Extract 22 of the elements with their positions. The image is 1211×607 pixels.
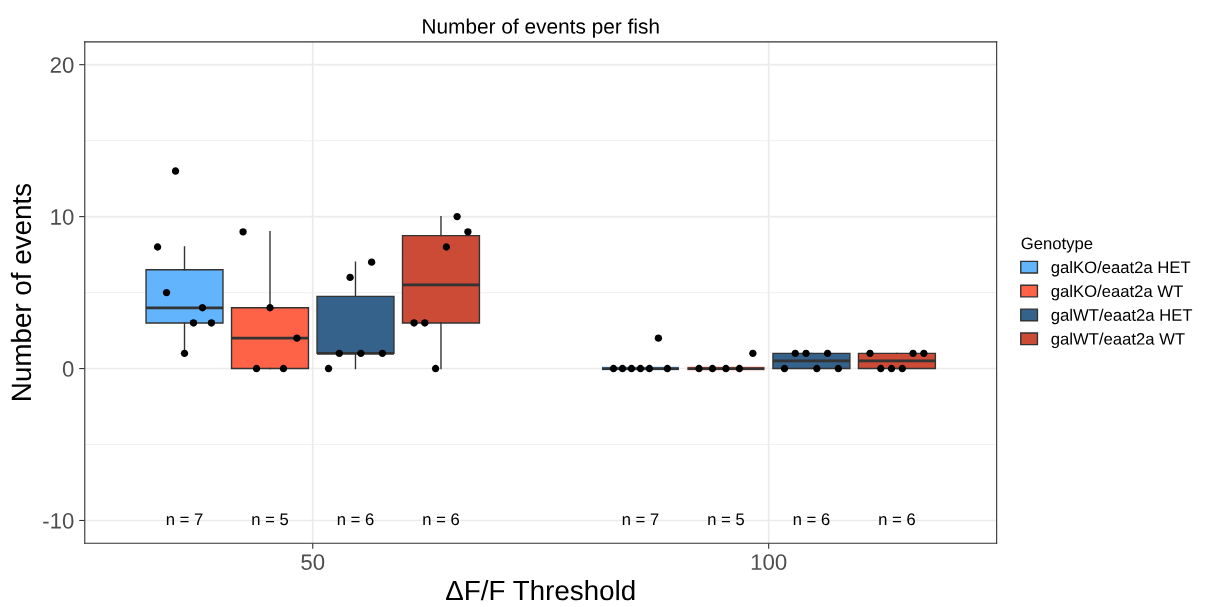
- legend-label: galKO/eaat2a WT: [1051, 284, 1183, 301]
- annotation: n = 6: [879, 513, 915, 526]
- annotation: n = 6: [793, 513, 830, 526]
- annotation: n = 5: [708, 513, 745, 526]
- y-axis-title: Number of events: [10, 183, 32, 400]
- annotation: n = 6: [423, 513, 460, 526]
- annotation: n = 6: [337, 513, 374, 526]
- legend-label: galWT/eaat2a WT: [1051, 332, 1185, 349]
- x-axis-title: ΔF/F Threshold: [446, 579, 635, 601]
- chart-title: Number of events per fish: [423, 18, 659, 38]
- x-tick-label: 100: [751, 554, 787, 570]
- annotation: n = 5: [252, 513, 289, 526]
- annotation: n = 7: [166, 513, 203, 526]
- y-tick-label: 0: [62, 361, 74, 377]
- y-tick-label: -10: [43, 513, 74, 529]
- y-tick-label: 10: [51, 209, 74, 225]
- legend-label: galKO/eaat2a HET: [1051, 260, 1191, 277]
- y-tick-label: 20: [50, 57, 74, 73]
- x-tick-label: 50: [301, 554, 325, 570]
- legend-label: galWT/eaat2a HET: [1051, 308, 1193, 325]
- annotation: n = 7: [622, 513, 659, 526]
- legend-title: Genotype: [1021, 237, 1093, 253]
